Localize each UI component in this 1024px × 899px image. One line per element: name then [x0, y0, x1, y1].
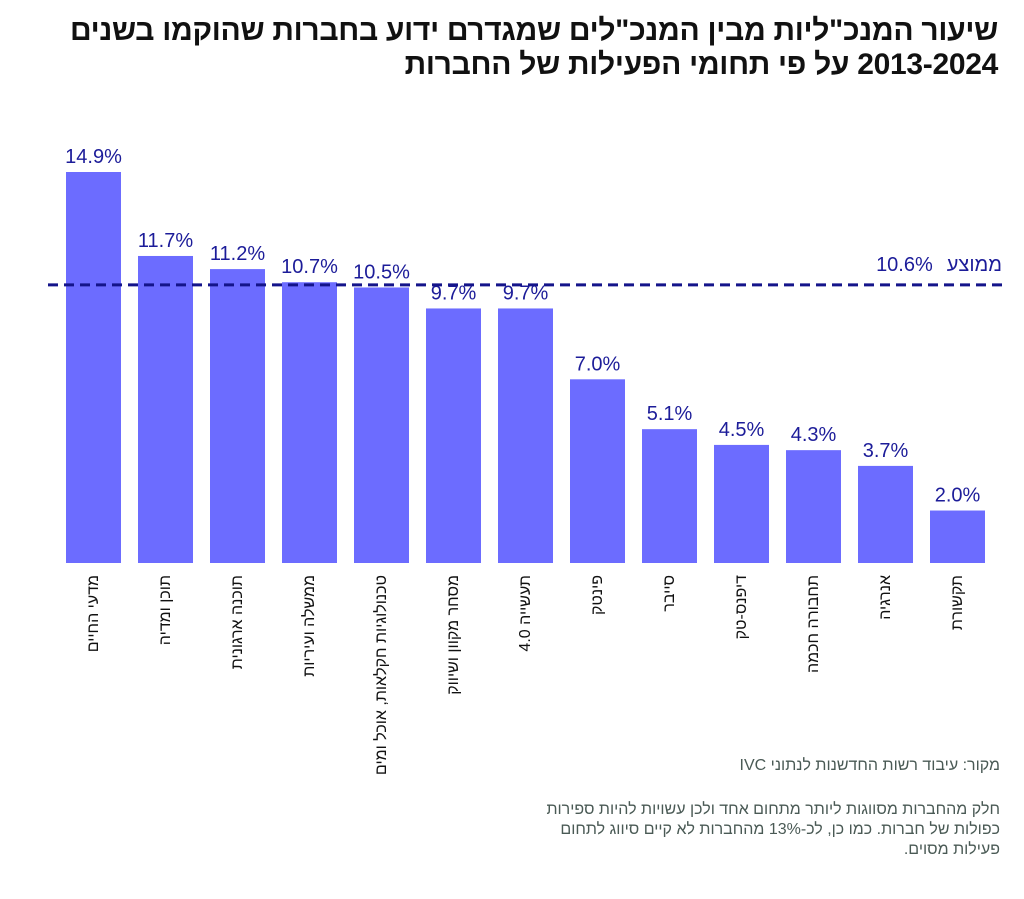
data-label: 14.9% [65, 146, 122, 168]
data-label: 10.5% [353, 261, 410, 283]
data-label: 7.0% [575, 353, 621, 375]
average-label: ממוצע 10.6% [862, 254, 1002, 277]
bar [714, 444, 769, 563]
category-label: ממשלה ועיריות [300, 575, 318, 677]
data-label: 4.3% [791, 424, 837, 446]
average-text: ממוצע [946, 254, 1002, 276]
category-label: מסחר מקוון ושיווק [444, 575, 462, 695]
bar [570, 379, 625, 563]
data-label: 9.7% [503, 282, 549, 304]
bar [930, 510, 985, 563]
average-value: 10.6% [876, 254, 933, 276]
footnote: חלק מהחברות מסווגות ליותר מתחום אחד ולכן… [546, 801, 1000, 858]
bar [210, 269, 265, 563]
category-label: טכנולוגיות חקלאות, אוכל ומים [372, 575, 390, 776]
bar [786, 450, 841, 563]
bar [858, 465, 913, 563]
bar [498, 308, 553, 563]
data-label: 11.7% [138, 230, 193, 252]
data-label: 2.0% [935, 485, 981, 507]
category-label: מדעי החיים [84, 575, 102, 653]
data-label: 9.7% [431, 282, 477, 304]
bar [354, 287, 409, 563]
category-label: תוכן ומדיה [156, 575, 174, 646]
data-label: 5.1% [647, 403, 693, 425]
source-note: מקור: עיבוד רשות החדשנות לנתוני IVC [739, 757, 1000, 774]
data-label: 10.7% [281, 256, 338, 278]
data-label: 3.7% [863, 440, 909, 462]
data-label: 11.2% [210, 243, 265, 265]
bar [282, 282, 337, 563]
bar [66, 172, 121, 563]
bar [426, 308, 481, 563]
bar [642, 429, 697, 563]
data-label: 4.5% [719, 419, 765, 441]
category-label: תוכנה ארגונית [228, 575, 246, 670]
bar [138, 255, 193, 564]
chart-title: שיעור המנכ"ליות מבין המנכ"לים שמגדרם ידו… [69, 14, 998, 81]
